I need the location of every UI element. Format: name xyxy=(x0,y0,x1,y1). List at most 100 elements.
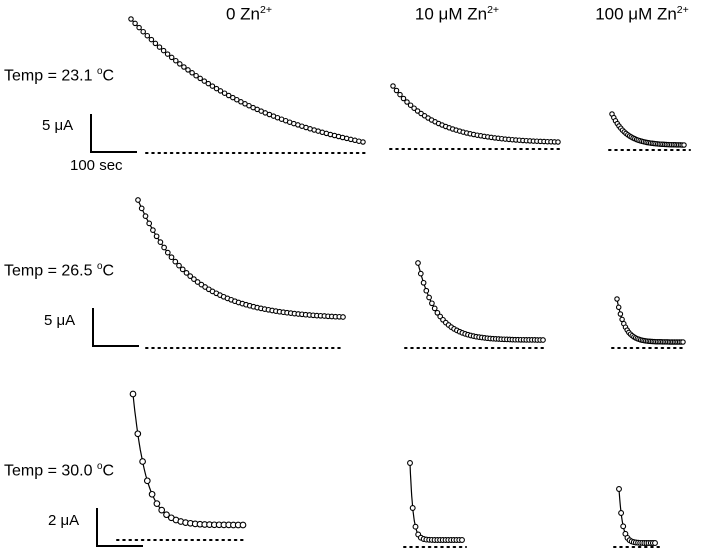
trace-marker xyxy=(616,486,622,492)
trace-marker xyxy=(157,239,164,245)
trace-temp23.1-zn0 xyxy=(128,16,367,154)
trace-marker xyxy=(412,523,419,530)
trace-marker xyxy=(209,83,216,89)
trace-marker xyxy=(426,294,432,301)
row-label-temp-30: Temp = 30.0 oC xyxy=(4,461,114,480)
trace-marker xyxy=(619,316,625,323)
row-label-unit: C xyxy=(102,462,115,480)
trace-marker xyxy=(459,537,465,543)
trace-marker xyxy=(140,28,146,35)
trace-marker xyxy=(393,87,400,94)
row-label-text: Temp = 30.0 xyxy=(4,462,97,480)
trace-marker xyxy=(618,510,625,516)
trace-marker xyxy=(620,523,627,530)
scalebar-current-label-row1: 5 μA xyxy=(42,117,74,134)
trace-marker xyxy=(360,139,366,145)
superscript: o xyxy=(96,66,103,77)
trace-marker xyxy=(615,304,622,311)
row-label-temp-23: Temp = 23.1 oC xyxy=(4,66,114,85)
trace-marker xyxy=(134,430,142,438)
superscript: 2+ xyxy=(676,4,689,16)
trace-marker xyxy=(152,40,159,47)
trace-marker xyxy=(148,36,155,43)
trace-marker xyxy=(160,47,167,54)
trace-marker xyxy=(177,61,183,67)
scalebar-time-label-row1: 100 sec xyxy=(70,157,123,174)
trace-marker xyxy=(409,505,416,511)
trace-marker xyxy=(164,51,171,57)
trace-temp26.5-zn0 xyxy=(135,197,346,349)
trace-marker xyxy=(652,540,658,546)
trace-marker xyxy=(153,500,161,507)
trace-marker xyxy=(179,266,186,273)
column-header-10zn: 10 μM Zn2+ xyxy=(415,4,499,25)
trace-marker xyxy=(415,260,421,266)
trace-marker xyxy=(135,197,141,203)
column-header-text: 0 Zn xyxy=(225,4,261,24)
trace-marker xyxy=(340,314,346,320)
trace-marker xyxy=(197,75,203,82)
trace-temp23.1-zn10 xyxy=(389,83,561,150)
scalebar-current-label-row3: 2 μA xyxy=(48,512,80,529)
trace-marker xyxy=(148,490,156,498)
trace-marker xyxy=(201,78,208,84)
trace-marker xyxy=(230,94,236,101)
trace-marker xyxy=(139,458,146,465)
trace-marker xyxy=(168,54,175,61)
trace-marker xyxy=(173,57,179,64)
trace-marker xyxy=(136,24,142,31)
trace-marker xyxy=(434,309,441,316)
trace-marker xyxy=(176,262,182,269)
trace-temp26.5-zn100 xyxy=(611,296,687,349)
trace-marker xyxy=(431,305,438,312)
column-header-100zn: 100 μM Zn2+ xyxy=(595,4,689,25)
trace-marker xyxy=(404,99,410,105)
column-header-text: 10 μM Zn xyxy=(414,4,488,24)
trace-line xyxy=(130,18,364,143)
row-label-temp-26: Temp = 26.5 oC xyxy=(4,261,114,280)
trace-marker xyxy=(540,337,546,343)
trace-marker xyxy=(143,477,151,485)
superscript: 2+ xyxy=(260,4,273,16)
trace-line xyxy=(132,393,243,526)
trace-marker xyxy=(414,108,421,114)
trace-marker xyxy=(423,287,430,294)
trace-marker xyxy=(429,300,435,307)
trace-marker xyxy=(128,16,134,22)
trace-marker xyxy=(153,233,160,240)
trace-marker xyxy=(225,92,232,99)
trace-marker xyxy=(420,279,427,286)
trace-temp30.0-zn0 xyxy=(116,390,247,541)
trace-marker xyxy=(168,254,175,261)
trace-marker xyxy=(187,273,194,279)
trace-marker xyxy=(193,72,199,79)
trace-marker xyxy=(132,20,138,27)
trace-marker xyxy=(194,279,201,285)
trace-line xyxy=(616,298,683,343)
trace-line xyxy=(417,262,543,341)
trace-marker xyxy=(397,91,403,98)
superscript: o xyxy=(96,261,103,272)
trace-marker xyxy=(400,95,407,102)
scalebar-row1 xyxy=(90,114,137,153)
trace-marker xyxy=(555,139,561,145)
scalebar-row3 xyxy=(96,508,143,547)
trace-marker xyxy=(172,258,179,265)
superscript: 2+ xyxy=(487,4,500,16)
trace-marker xyxy=(191,276,197,282)
trace-marker xyxy=(617,311,624,317)
column-header-text: 100 μM Zn xyxy=(595,4,677,24)
trace-marker xyxy=(146,220,153,227)
trace-marker xyxy=(164,249,171,256)
trace-marker xyxy=(411,105,417,111)
trace-marker xyxy=(181,64,187,70)
trace-marker xyxy=(142,213,149,219)
trace-marker xyxy=(239,521,247,529)
trace-marker xyxy=(161,244,167,251)
trace-marker xyxy=(217,88,224,94)
trace-marker xyxy=(221,90,228,96)
trace-marker xyxy=(185,67,191,73)
trace-marker xyxy=(183,270,190,276)
